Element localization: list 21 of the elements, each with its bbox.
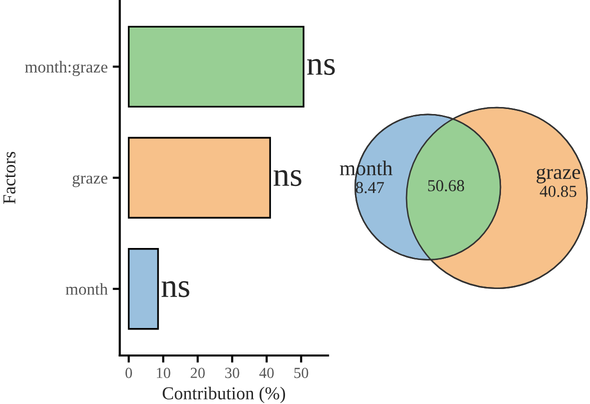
bar: [128, 26, 304, 108]
bar: [128, 248, 159, 330]
x-tick-label: 40: [259, 368, 274, 378]
y-tick-label: graze: [72, 174, 108, 188]
y-tick-label: month: [66, 283, 108, 295]
annotation: ns: [162, 281, 190, 298]
x-tick-label: 50: [294, 368, 308, 378]
data-label: 40.85: [540, 186, 576, 198]
x-tick-label: 10: [156, 368, 170, 378]
x-axis-title: Contribution (%): [162, 386, 286, 404]
data-label: 50.68: [428, 180, 464, 192]
x-tick-label: 20: [190, 368, 205, 378]
data-label: 8.47: [356, 182, 384, 194]
x-tick-label: 0: [126, 368, 132, 378]
bar: [128, 136, 271, 219]
annotation: ns: [307, 58, 335, 76]
annotation: ns: [274, 170, 302, 186]
category-label: graze: [536, 168, 580, 184]
x-tick-label: 30: [225, 368, 240, 378]
y-axis-title: Factors: [3, 152, 16, 204]
y-tick-label: month:graze: [25, 60, 108, 76]
